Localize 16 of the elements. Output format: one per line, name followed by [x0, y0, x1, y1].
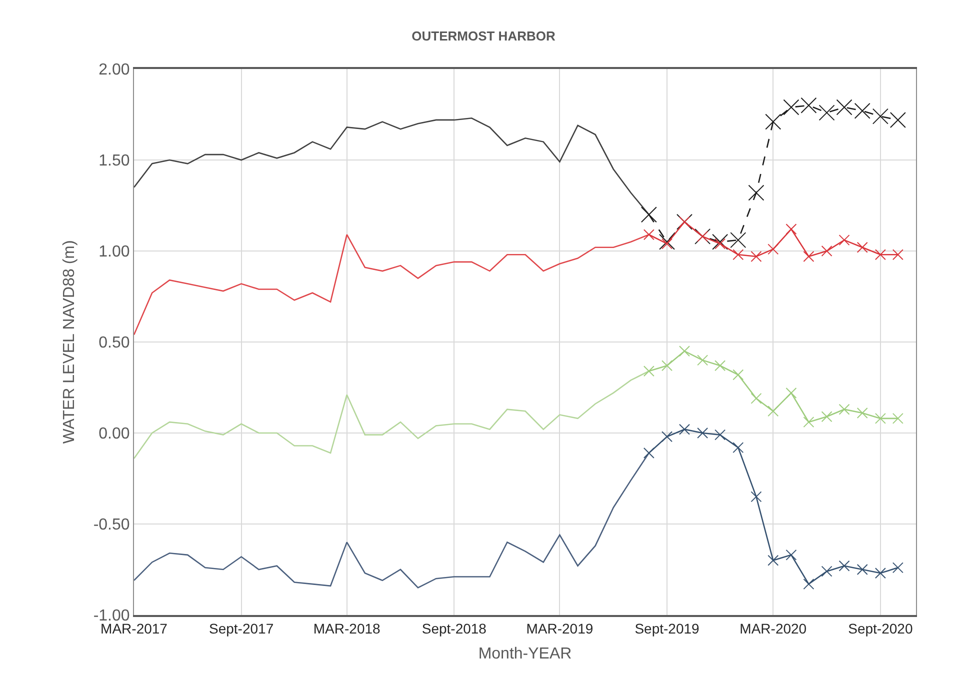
x-tick-label: Sept-2020: [848, 620, 913, 637]
x-tick-label: Sept-2019: [634, 620, 700, 637]
y-tick-label: 2.00: [98, 62, 130, 79]
x-axis-title: Month-YEAR: [478, 646, 572, 663]
x-tick-label: MAR-2019: [526, 620, 594, 637]
y-tick-label: 1.50: [98, 152, 130, 170]
x-tick-label: MAR-2018: [313, 620, 381, 637]
y-tick-label: 1.00: [98, 244, 130, 261]
y-tick-label: 0.00: [98, 426, 130, 443]
y-tick-label: 0.50: [98, 334, 130, 352]
x-tick-label: Sept-2017: [208, 620, 274, 637]
y-tick-label: -0.50: [93, 516, 130, 534]
x-tick-label: MAR-2020: [740, 620, 807, 637]
y-axis-title: WATER LEVEL NAVD88 (m): [61, 240, 78, 444]
x-tick-label: Sept-2018: [422, 620, 487, 637]
chart-title: OUTERMOST HARBOR: [412, 28, 556, 44]
